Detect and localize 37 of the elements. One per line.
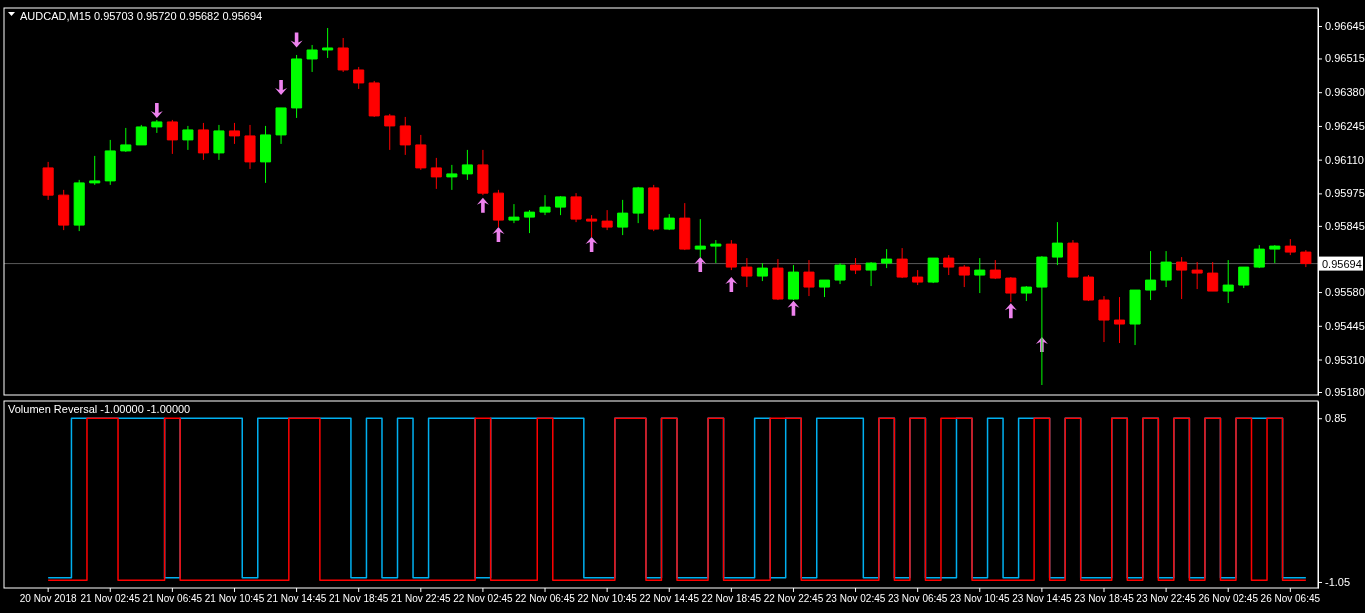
x-tick-label: 23 Nov 10:45 (950, 593, 1010, 605)
y-tick-label: 0.96380 (1325, 86, 1365, 99)
x-tick-label: 21 Nov 02:45 (80, 593, 141, 605)
x-tick-label: 22 Nov 22:45 (763, 593, 824, 605)
x-tick-label: 21 Nov 14:45 (266, 593, 327, 605)
x-tick-label: 23 Nov 18:45 (1074, 593, 1135, 605)
y-tick-label: 0.85 (1325, 412, 1347, 425)
y-tick-label: 0.95180 (1325, 386, 1365, 399)
chart-title: AUDCAD,M15 0.95703 0.95720 0.95682 0.95694 (20, 10, 263, 22)
x-tick-label: 23 Nov 14:45 (1012, 593, 1073, 605)
x-tick-label: 26 Nov 02:45 (1198, 593, 1259, 605)
x-tick-label: 23 Nov 06:45 (887, 593, 948, 605)
x-tick-label: 26 Nov 06:45 (1260, 593, 1321, 605)
y-tick-label: 0.95845 (1325, 219, 1365, 232)
x-tick-label: 22 Nov 14:45 (639, 593, 700, 605)
y-tick-label: 0.95310 (1325, 353, 1365, 366)
x-tick-label: 22 Nov 06:45 (515, 593, 576, 605)
x-tick-label: 23 Nov 22:45 (1136, 593, 1197, 605)
y-tick-label: 0.96645 (1325, 20, 1365, 33)
x-tick-label: 21 Nov 22:45 (391, 593, 451, 605)
x-tick-label: 20 Nov 2018 (19, 593, 77, 605)
x-tick-label: 22 Nov 02:45 (453, 593, 514, 605)
chart-title: Volumen Reversal -1.00000 -1.00000 (8, 403, 191, 415)
x-tick-label: 23 Nov 02:45 (825, 593, 886, 605)
x-tick-label: 21 Nov 10:45 (204, 593, 265, 605)
x-tick-label: 22 Nov 18:45 (701, 593, 762, 605)
y-tick-label: 0.96515 (1325, 52, 1365, 65)
x-tick-label: 21 Nov 06:45 (142, 593, 203, 605)
x-tick-label: 22 Nov 10:45 (577, 593, 638, 605)
x-tick-label: 21 Nov 18:45 (328, 593, 389, 605)
y-tick-label: 0.95580 (1325, 286, 1365, 299)
ref-line-label: 0.95694 (1322, 257, 1362, 270)
y-tick-label: 0.95445 (1325, 319, 1365, 332)
y-tick-label: 0.96110 (1325, 153, 1364, 166)
y-tick-label: 0.95975 (1325, 187, 1365, 200)
y-tick-label: -1.05 (1325, 575, 1351, 588)
y-tick-label: 0.96245 (1325, 119, 1365, 132)
